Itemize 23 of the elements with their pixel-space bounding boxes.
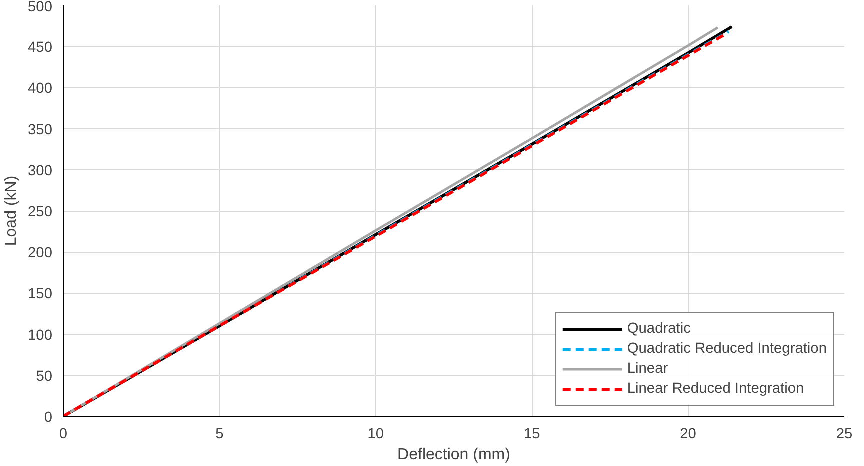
y-tick-label: 50 — [36, 368, 53, 385]
legend-label: Quadratic Reduced Integration — [627, 341, 827, 357]
y-tick-label: 200 — [28, 246, 53, 262]
y-tick-label: 450 — [28, 40, 53, 56]
y-tick-label: 350 — [28, 122, 53, 138]
y-axis-title: Load (kN) — [3, 176, 20, 246]
legend-label: Linear — [627, 361, 668, 377]
y-tick-label: 0 — [44, 410, 53, 426]
y-tick-label: 500 — [28, 0, 53, 16]
x-tick-label: 0 — [59, 426, 68, 442]
x-tick-label: 5 — [216, 426, 224, 442]
y-tick-label: 400 — [28, 81, 53, 98]
y-tick-label: 150 — [28, 286, 53, 303]
x-axis-title: Deflection (mm) — [398, 446, 510, 464]
legend-label: Linear Reduced Integration — [627, 381, 804, 397]
x-tick-label: 15 — [524, 426, 540, 442]
y-tick-label: 300 — [28, 163, 53, 180]
y-tick-label: 100 — [28, 328, 53, 344]
y-tick-label: 250 — [28, 204, 53, 220]
x-tick-label: 20 — [680, 426, 696, 442]
x-tick-label: 10 — [368, 426, 384, 442]
legend-label: Quadratic — [627, 321, 691, 337]
x-tick-label: 25 — [836, 426, 853, 442]
